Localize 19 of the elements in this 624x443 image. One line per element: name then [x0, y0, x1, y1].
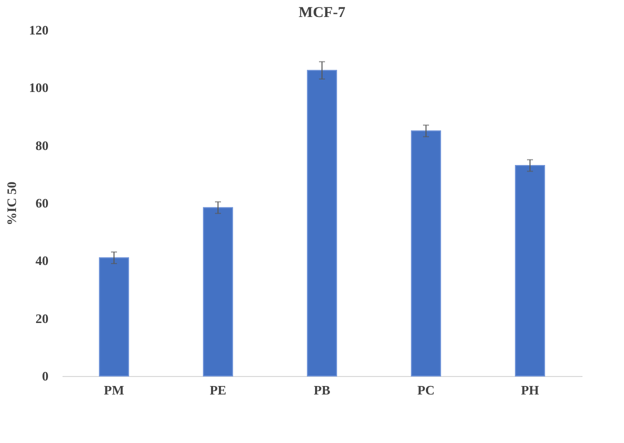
y-tick-label: 60	[36, 196, 48, 210]
x-tick-label: PH	[520, 382, 540, 398]
bar	[202, 207, 234, 376]
x-tick-label: PB	[314, 382, 331, 398]
bar	[306, 70, 338, 376]
y-tick-label: 20	[36, 310, 48, 326]
y-tick-label: 80	[36, 138, 48, 153]
y-axis-title: %IC 50	[4, 182, 19, 226]
y-tick-label: 40	[36, 253, 48, 268]
y-tick-label: 0	[42, 368, 48, 384]
y-tick-label: 120	[29, 22, 48, 38]
chart-title: MCF-7	[298, 5, 346, 21]
bar	[514, 165, 546, 376]
x-tick-label: PC	[417, 382, 435, 398]
x-tick-label: PM	[104, 382, 124, 398]
x-tick-label: PE	[210, 382, 226, 398]
y-tick-label: 100	[29, 80, 48, 96]
bar	[410, 130, 442, 376]
bar	[98, 257, 130, 376]
